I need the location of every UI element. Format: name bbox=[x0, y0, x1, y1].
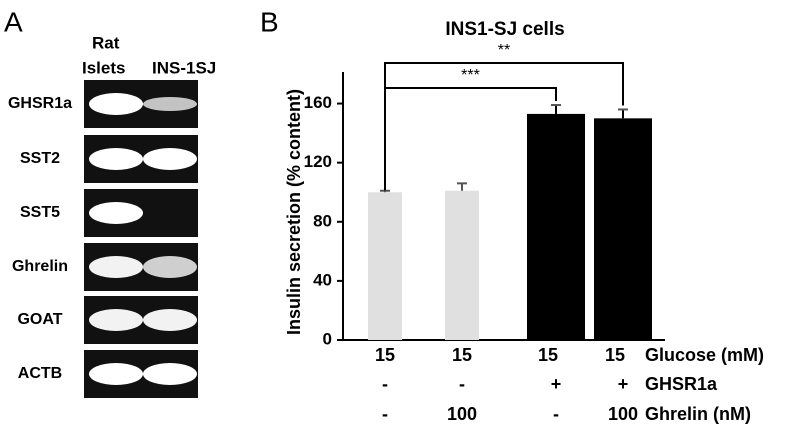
panel-label: B bbox=[260, 6, 279, 37]
condition-value: - bbox=[382, 374, 388, 394]
gel-band bbox=[143, 309, 197, 331]
gel-band bbox=[143, 256, 197, 278]
condition-value: - bbox=[553, 404, 559, 424]
gel-band bbox=[89, 256, 143, 278]
y-tick-label: 160 bbox=[304, 93, 332, 112]
condition-value: 100 bbox=[447, 404, 477, 424]
condition-name: Glucose (mM) bbox=[645, 345, 764, 365]
gel-band bbox=[89, 363, 143, 385]
y-tick-label: 0 bbox=[323, 329, 332, 348]
condition-value: 15 bbox=[605, 345, 625, 365]
condition-value: 15 bbox=[375, 345, 395, 365]
gene-label: GHSR1a bbox=[8, 95, 72, 112]
bar bbox=[594, 118, 652, 340]
gel-band bbox=[143, 148, 197, 170]
column-header: Islets bbox=[82, 58, 125, 77]
significance-label: *** bbox=[461, 67, 480, 84]
gel-band bbox=[89, 148, 143, 170]
condition-value: 15 bbox=[538, 345, 558, 365]
bar bbox=[527, 113, 585, 341]
y-tick-label: 80 bbox=[313, 211, 332, 230]
y-axis-label: Insulin secretion (% content) bbox=[284, 89, 304, 335]
gel-band bbox=[89, 93, 143, 115]
bar bbox=[445, 190, 479, 340]
gel-band bbox=[143, 97, 197, 111]
y-tick-label: 40 bbox=[313, 270, 332, 289]
significance-bracket bbox=[384, 62, 624, 191]
gene-label: SST2 bbox=[20, 150, 60, 167]
gel-band bbox=[89, 202, 143, 224]
significance-label: ** bbox=[498, 42, 510, 59]
gene-label: GOAT bbox=[17, 311, 62, 328]
condition-name: GHSR1a bbox=[645, 374, 718, 394]
column-header: Rat bbox=[92, 33, 120, 52]
bar bbox=[368, 192, 402, 340]
condition-value: + bbox=[618, 374, 629, 394]
condition-value: 100 bbox=[608, 404, 638, 424]
chart-title: INS1-SJ cells bbox=[445, 19, 564, 40]
gel-band bbox=[143, 363, 197, 385]
condition-value: - bbox=[459, 374, 465, 394]
condition-value: 15 bbox=[452, 345, 472, 365]
panel-label: A bbox=[4, 6, 23, 37]
gene-label: ACTB bbox=[18, 365, 62, 382]
gene-label: SST5 bbox=[20, 204, 60, 221]
gene-label: Ghrelin bbox=[12, 258, 68, 275]
condition-value: + bbox=[551, 374, 562, 394]
gel-band bbox=[89, 309, 143, 331]
condition-name: Ghrelin (nM) bbox=[645, 404, 751, 424]
column-header: INS-1SJ bbox=[152, 58, 216, 77]
y-tick-label: 120 bbox=[304, 152, 332, 171]
condition-value: - bbox=[382, 404, 388, 424]
